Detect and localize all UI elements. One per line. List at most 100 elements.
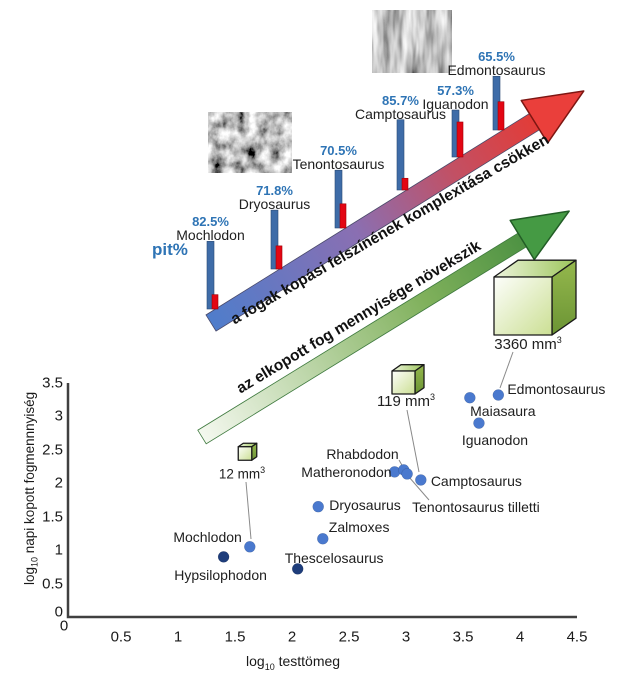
scatter-label-iguanodon: Iguanodon <box>461 432 529 449</box>
scatter-label-zalmoxes: Zalmoxes <box>328 518 390 535</box>
pit-percent-value-iguanodon: 57.3% <box>437 83 474 98</box>
pit-percent-value-camptosaurus: 85.7% <box>382 92 419 108</box>
scatter-point-zalmoxes <box>317 533 329 545</box>
y-tick-label-1-5: 1.5 <box>42 508 63 526</box>
y-tick-label-2: 2 <box>54 474 63 492</box>
y-axis-title-log: log <box>22 566 37 585</box>
scatter-point-mochlodon <box>244 541 256 553</box>
pit-percent-value-mochlodon: 82.5% <box>192 214 229 230</box>
pit-bar-blue-camptosaurus <box>396 119 405 191</box>
complement-bar-red-mochlodon <box>211 294 219 310</box>
x-tick-label-2: 2 <box>287 628 297 646</box>
pit-percent-axis-label: pit% <box>152 240 188 259</box>
x-tick-label-1-5: 1.5 <box>224 628 246 646</box>
complement-bar-red-tenontosaurus <box>339 203 347 229</box>
scatter-label-thescelosaurus: Thescelosaurus <box>284 549 384 566</box>
cube-label-12mm3-sup: 3 <box>260 464 266 475</box>
scatter-point-dryosaurus <box>312 500 324 513</box>
complement-bar-red-iguanodon <box>456 121 464 158</box>
scatter-label-tenontosaurus-tilletti: Tenontosaurus tilletti <box>412 498 540 515</box>
scatter-point-hypsilophodon <box>217 551 230 563</box>
x-tick-label-1: 1 <box>173 628 183 646</box>
cube-label-3360mm3: 3360 mm3 <box>494 335 562 353</box>
scatter-label-dryosaurus: Dryosaurus <box>329 496 401 513</box>
leader-line <box>406 409 420 473</box>
microwear-taxon-block-iguanodon: 57.3% Iguanodon <box>422 84 488 112</box>
pitted-enamel-microwear-micrograph <box>208 112 292 173</box>
complement-bar-red-edmontosaurus <box>497 101 505 131</box>
y-tick-label-0: 0 <box>54 603 63 621</box>
cube-label-12mm3-value: 12 mm <box>218 466 261 482</box>
scatter-axes <box>66 383 577 619</box>
leader-line <box>408 476 430 501</box>
microwear-taxon-label-edmontosaurus: Edmontosaurus <box>447 62 546 79</box>
microwear-taxon-block-mochlodon: 82.5% Mochlodon <box>176 215 245 243</box>
leader-line <box>245 481 252 540</box>
pit-percent-value-dryosaurus: 71.8% <box>256 183 293 199</box>
x-tick-label-3-5: 3.5 <box>452 628 474 646</box>
cube-label-119mm3-value: 119 mm <box>376 393 431 410</box>
microwear-taxon-label-mochlodon: Mochlodon <box>176 227 245 244</box>
x-axis-title: log10 testtömeg <box>246 653 340 672</box>
pit-percent-value-edmontosaurus: 65.5% <box>478 49 515 65</box>
volume-arrow <box>197 210 570 445</box>
pit-bar-blue-tenontosaurus <box>334 169 343 229</box>
x-tick-label-0: 0 <box>59 617 69 635</box>
x-tick-label-3: 3 <box>401 628 411 646</box>
microwear-taxon-block-dryosaurus: 71.8% Dryosaurus <box>239 184 311 212</box>
microwear-taxon-block-tenontosaurus: 70.5% Tenontosaurus <box>293 144 385 172</box>
microwear-taxon-label-dryosaurus: Dryosaurus <box>238 196 311 213</box>
scatter-point-tenontosaurus-tilletti <box>401 468 413 480</box>
complement-bar-red-camptosaurus <box>401 177 409 191</box>
scatter-point-edmontosaurus <box>492 389 505 401</box>
scratched-enamel-microwear-micrograph <box>372 10 452 73</box>
y-tick-label-2-5: 2.5 <box>42 441 63 459</box>
microwear-taxon-label-camptosaurus: Camptosaurus <box>354 105 447 122</box>
x-axis-title-sub: 10 <box>264 661 275 672</box>
y-axis-title-sub: 10 <box>29 556 40 567</box>
tooth-volume-cube-3360-mm <box>493 259 577 336</box>
cube-label-119mm3-sup: 3 <box>430 392 436 402</box>
scatter-point-thescelosaurus <box>291 563 304 575</box>
scatter-label-hypsilophodon: Hypsilophodon <box>174 566 267 583</box>
microwear-taxon-block-edmontosaurus: 65.5% Edmontosaurus <box>447 50 545 78</box>
scatter-label-edmontosaurus: Edmontosaurus <box>507 381 606 398</box>
scatter-label-camptosaurus: Camptosaurus <box>430 472 522 489</box>
cube-label-3360mm3-sup: 3 <box>556 335 562 345</box>
scatter-point-iguanodon <box>473 417 485 429</box>
x-tick-label-2-5: 2.5 <box>338 628 360 646</box>
scatter-label-matheronodon: Matheronodon <box>301 463 392 480</box>
microwear-taxon-label-tenontosaurus: Tenontosaurus <box>292 156 385 173</box>
y-tick-label-3: 3 <box>54 407 63 425</box>
y-tick-label-1: 1 <box>54 541 63 559</box>
scatter-point-maiasaura <box>464 391 476 404</box>
pit-bar-blue-dryosaurus <box>270 209 279 270</box>
tooth-volume-cube-119-mm <box>391 364 425 395</box>
y-tick-label-0-5: 0.5 <box>42 575 63 593</box>
x-axis-title-rest: testtömeg <box>274 653 341 669</box>
microwear-taxon-block-camptosaurus: 85.7% Camptosaurus <box>355 94 446 122</box>
scatter-label-rhabdodon: Rhabdodon <box>326 445 399 462</box>
scatter-label-maiasaura: Maiasaura <box>470 402 536 419</box>
complexity-arrow <box>205 90 585 332</box>
y-tick-label-3-5: 3.5 <box>42 374 63 392</box>
x-axis-title-log: log <box>246 653 265 669</box>
tooth-volume-cube-12-mm <box>237 442 258 461</box>
scatter-point-camptosaurus <box>415 474 427 486</box>
y-axis-title: log10 napi kopott fogmennnyiség <box>22 392 40 585</box>
complement-bar-red-dryosaurus <box>275 245 283 270</box>
x-tick-label-0-5: 0.5 <box>110 628 132 646</box>
y-axis-title-rest: napi kopott fogmennnyiség <box>22 391 37 557</box>
x-tick-label-4: 4 <box>515 628 525 646</box>
pit-bar-blue-mochlodon <box>206 241 215 310</box>
leader-line <box>499 351 514 389</box>
microwear-taxon-label-iguanodon: Iguanodon <box>422 96 489 112</box>
scatter-label-mochlodon: Mochlodon <box>173 528 242 545</box>
cube-label-3360mm3-value: 3360 mm <box>494 336 557 353</box>
cube-label-12mm3: 12 mm3 <box>219 465 265 482</box>
pit-percent-value-tenontosaurus: 70.5% <box>320 143 357 159</box>
cube-label-119mm3: 119 mm3 <box>377 392 435 410</box>
x-tick-label-4-5: 4.5 <box>566 628 588 646</box>
